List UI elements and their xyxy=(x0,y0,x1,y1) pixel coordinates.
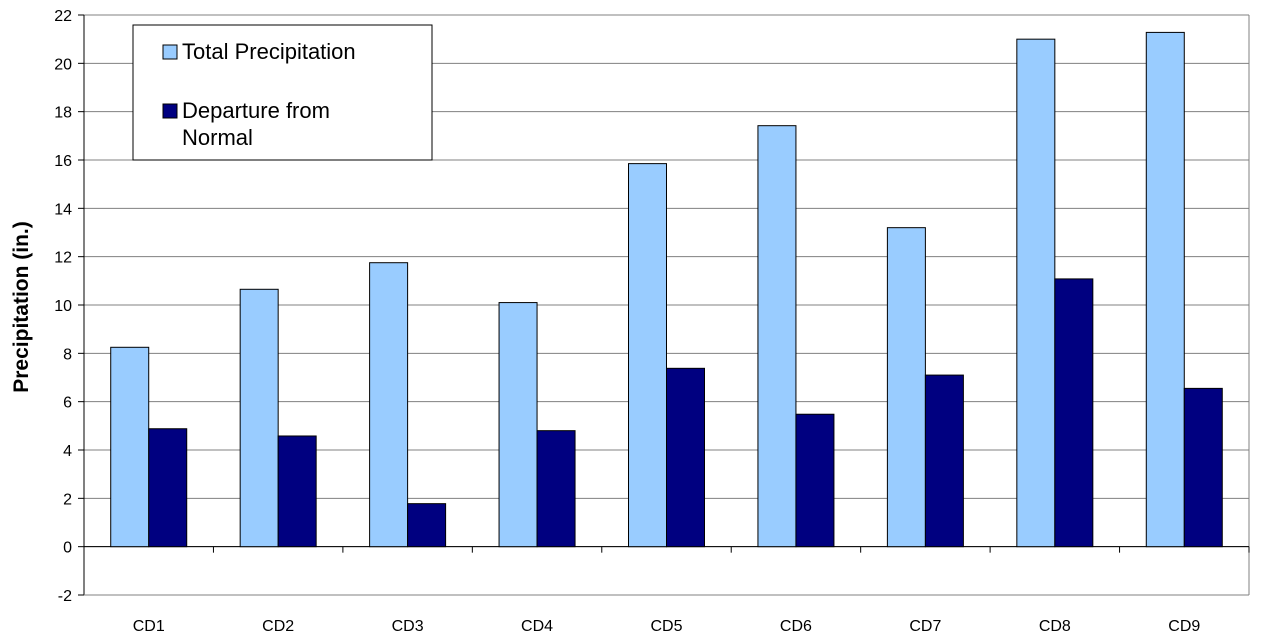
y-tick-label: 2 xyxy=(63,491,72,508)
y-tick-label: 16 xyxy=(54,153,72,170)
bar-departure-from-normal-cd1 xyxy=(148,428,188,548)
bar-departure-from-normal-cd9 xyxy=(1183,387,1223,548)
x-tick-label: CD5 xyxy=(650,618,682,635)
bar-total-precipitation-cd5 xyxy=(628,163,667,548)
y-tick-label: 18 xyxy=(54,105,72,122)
y-tick-label: -2 xyxy=(58,588,72,605)
bar-total-precipitation-cd4 xyxy=(498,302,538,548)
x-tick-label: CD6 xyxy=(780,618,812,635)
y-tick-label: 12 xyxy=(54,250,72,267)
y-tick-label: 10 xyxy=(54,298,72,315)
legend-label: Normal xyxy=(182,125,253,150)
y-tick-label: 4 xyxy=(63,443,72,460)
x-tick-label: CD8 xyxy=(1039,618,1071,635)
x-tick-label: CD3 xyxy=(392,618,424,635)
legend-box xyxy=(132,24,433,161)
x-tick-label: CD7 xyxy=(909,618,941,635)
y-tick-label: 0 xyxy=(63,540,72,557)
bar-total-precipitation-cd9 xyxy=(1145,31,1185,548)
bar-total-precipitation-cd6 xyxy=(757,125,797,548)
bar-departure-from-normal-cd5 xyxy=(666,367,705,548)
bar-departure-from-normal-cd7 xyxy=(924,374,964,548)
y-tick-label: 20 xyxy=(54,56,72,73)
bar-total-precipitation-cd7 xyxy=(886,227,926,548)
bar-total-precipitation-cd2 xyxy=(239,288,279,548)
legend-swatch xyxy=(162,44,178,60)
bar-total-precipitation-cd3 xyxy=(369,262,409,548)
y-axis: -2 0 2 4 6 8 10 12 14 16 18 20 22 xyxy=(54,8,84,605)
bar-departure-from-normal-cd2 xyxy=(277,435,317,548)
y-tick-label: 8 xyxy=(63,346,72,363)
bar-departure-from-normal-cd6 xyxy=(795,413,835,548)
legend-label: Departure from xyxy=(182,98,330,123)
x-axis: CD1 CD2 CD3 CD4 CD5 CD6 CD7 CD8 CD9 xyxy=(133,618,1201,635)
x-tick-label: CD4 xyxy=(521,618,553,635)
y-tick-label: 22 xyxy=(54,8,72,25)
y-tick-label: 6 xyxy=(63,395,72,412)
bar-total-precipitation-cd8 xyxy=(1016,38,1056,548)
bar-departure-from-normal-cd3 xyxy=(407,503,447,548)
bars xyxy=(110,31,1223,548)
x-tick-label: CD9 xyxy=(1168,618,1200,635)
x-tick-label: CD2 xyxy=(262,618,294,635)
x-tick-label: CD1 xyxy=(133,618,165,635)
bar-total-precipitation-cd1 xyxy=(110,346,150,548)
bar-departure-from-normal-cd8 xyxy=(1054,278,1094,548)
y-tick-label: 14 xyxy=(54,201,72,218)
y-axis-title: Precipitation (in.) xyxy=(10,221,33,393)
bar-departure-from-normal-cd4 xyxy=(536,430,576,548)
legend-swatch xyxy=(162,103,178,119)
legend-label: Total Precipitation xyxy=(182,39,356,64)
